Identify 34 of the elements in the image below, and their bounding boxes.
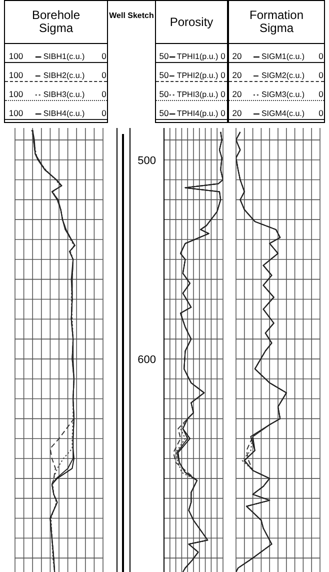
legend-label: TPHI2(p.u.) <box>176 71 218 80</box>
legend-label: SIBH1(c.u.) <box>43 52 85 61</box>
legend-label: TPHI4(p.u.) <box>176 109 218 118</box>
text: 100 <box>8 70 24 80</box>
text: 0 <box>102 89 106 99</box>
text: 0 <box>220 89 226 99</box>
text: 0 <box>220 70 226 80</box>
legend-label: SIBH3(c.u.) <box>43 90 85 99</box>
text: 20 <box>232 70 242 80</box>
y-tick-label: 600 <box>138 354 156 366</box>
x-tick-label: 100 <box>8 108 24 118</box>
text: 50 <box>159 70 169 80</box>
legend-label: SIBH2(c.u.) <box>43 71 85 80</box>
legend-label: SIGM1(c.u.) <box>261 52 305 61</box>
text: Well Sketch <box>108 11 155 21</box>
legend-label: TPHI1(p.u.) <box>176 52 218 61</box>
text: 0 <box>102 70 106 80</box>
chart-title: Borehole Sigma <box>5 1 107 44</box>
text: 20 <box>232 89 242 99</box>
x-tick-label: 20 <box>232 108 242 118</box>
x-tick-label: 0 <box>102 108 106 118</box>
legend-label: TPHI3(p.u.) <box>176 90 218 99</box>
text: 50 <box>159 89 169 99</box>
legend-label: SIGM4(c.u.) <box>261 109 305 118</box>
y-tick-label: 500 <box>138 154 156 167</box>
legend-label: SIGM2(c.u.) <box>261 71 305 80</box>
text: 0 <box>318 89 324 99</box>
x-tick-label: 0 <box>318 108 324 118</box>
text: 100 <box>8 89 24 99</box>
legend-label: SIBH4(c.u.) <box>43 109 85 118</box>
chart-title: Formation Sigma <box>229 1 324 44</box>
legend-label: SIGM3(c.u.) <box>261 90 305 99</box>
chart-title: Porosity <box>156 1 227 44</box>
text: 0 <box>318 70 324 80</box>
